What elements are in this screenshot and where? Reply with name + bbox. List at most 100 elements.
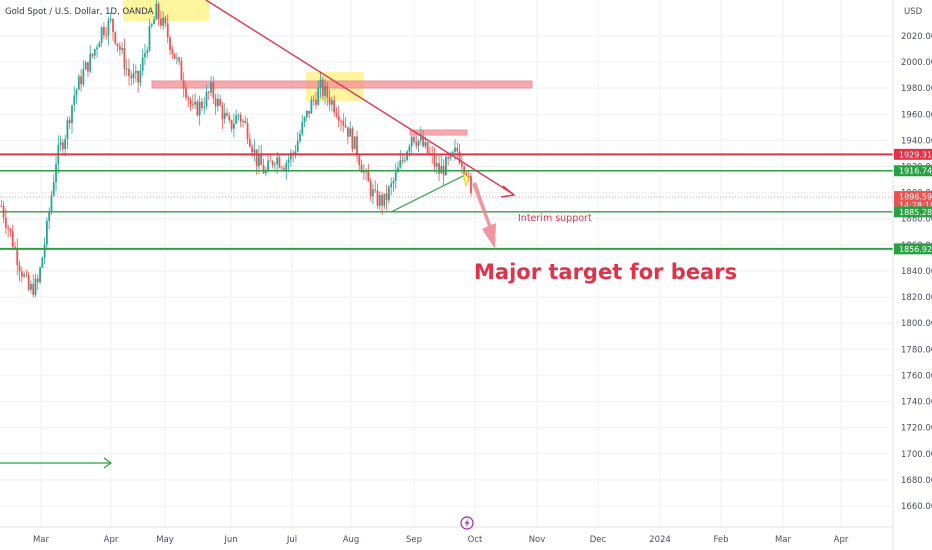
candle-body xyxy=(9,228,12,232)
candle-body xyxy=(331,100,333,105)
candle-body xyxy=(150,24,153,26)
candle-body xyxy=(27,275,30,290)
candle-body xyxy=(413,136,415,143)
candle-body xyxy=(447,156,450,159)
candle-body xyxy=(287,159,290,163)
x-tick-label: Apr xyxy=(104,535,119,545)
candle-body xyxy=(451,151,454,153)
candle-body xyxy=(419,136,422,141)
candle-body xyxy=(198,101,201,116)
candle-body xyxy=(435,163,438,167)
candle-body xyxy=(321,79,324,96)
y-tick-label: 1880.000 xyxy=(901,215,932,225)
candle-body xyxy=(55,164,57,183)
candle-body xyxy=(175,57,178,59)
candle-body xyxy=(91,53,94,56)
candle-body xyxy=(326,85,329,98)
candle-body xyxy=(255,149,258,167)
candle-body xyxy=(340,120,342,122)
candle-body xyxy=(196,101,199,116)
x-tick-label: Jun xyxy=(223,535,237,545)
candle-body xyxy=(180,61,183,81)
candle-body xyxy=(146,50,149,54)
candle-body xyxy=(319,79,322,89)
candle-body xyxy=(351,128,354,150)
candle-body xyxy=(226,112,228,116)
candle-body xyxy=(467,176,470,178)
candle-body xyxy=(34,278,37,295)
candle-body xyxy=(362,171,365,173)
y-tick-label: 1680.000 xyxy=(901,476,932,486)
candle-body xyxy=(232,123,235,129)
candle-body xyxy=(356,136,358,156)
candle-body xyxy=(178,57,181,62)
x-tick-label: Feb xyxy=(713,535,728,545)
lightning-event-icon[interactable] xyxy=(460,516,474,530)
candle-body xyxy=(237,114,240,116)
candle-body xyxy=(260,154,263,166)
candle-body xyxy=(296,141,299,152)
candle-body xyxy=(415,142,418,146)
candle-body xyxy=(289,152,292,160)
candle-body xyxy=(278,157,281,168)
last-price-tag xyxy=(894,191,932,211)
y-tick-label: 2000.000 xyxy=(901,58,932,68)
candle-body xyxy=(372,189,374,197)
candle-body xyxy=(333,100,336,113)
candle-body xyxy=(397,167,399,173)
candle-body xyxy=(139,70,142,83)
supply-zone-may xyxy=(123,0,209,21)
x-tick-label: Oct xyxy=(468,535,483,545)
candle-body xyxy=(308,110,310,114)
candle-body xyxy=(39,267,41,283)
candle-body xyxy=(317,88,320,105)
candle-body xyxy=(456,147,459,152)
green-arrowhead xyxy=(103,457,113,469)
price-level-value: 1929.317 xyxy=(899,150,932,159)
candle-body xyxy=(0,205,3,207)
candle-body xyxy=(100,27,103,43)
candle-body xyxy=(162,17,165,26)
candle-body xyxy=(367,171,370,182)
candle-body xyxy=(148,25,151,51)
candle-body xyxy=(98,42,101,48)
candle-body xyxy=(210,82,212,93)
candle-body xyxy=(315,99,317,105)
candle-body xyxy=(68,119,71,124)
candle-body xyxy=(84,62,87,70)
candle-body xyxy=(14,246,16,249)
candle-body xyxy=(376,190,379,206)
candle-body xyxy=(112,18,114,32)
price-level-tag xyxy=(894,148,932,160)
currency-label[interactable]: USD xyxy=(904,7,923,17)
x-tick-label: Dec xyxy=(590,535,607,545)
candle-body xyxy=(25,274,28,276)
candle-body xyxy=(299,133,301,142)
candle-body xyxy=(328,97,331,105)
y-tick-label: 1760.000 xyxy=(901,371,932,381)
ascending-support-trendline xyxy=(390,173,468,213)
price-axis-background[interactable] xyxy=(893,0,932,550)
time-axis[interactable]: Mar Apr May Jun Jul Aug Sep Oct Nov Dec 2024 Feb Mar… xyxy=(33,535,849,545)
candle-body xyxy=(32,283,35,295)
candle-body xyxy=(310,99,313,114)
candle-body xyxy=(201,101,203,108)
symbol-title: Gold Spot / U.S. Dollar, 1D, OANDA xyxy=(5,7,154,17)
y-tick-label: 1820.000 xyxy=(901,293,932,303)
candle-body xyxy=(360,164,363,173)
y-tick-label: 1960.000 xyxy=(901,110,932,120)
candle-body xyxy=(383,193,386,206)
candle-body xyxy=(128,68,130,76)
y-tick-label: 1720.000 xyxy=(901,424,932,434)
candle-body xyxy=(458,151,461,163)
candle-body xyxy=(378,195,381,206)
candle-body xyxy=(433,154,436,167)
y-tick-label: 1740.000 xyxy=(901,398,932,408)
candle-body xyxy=(342,120,345,126)
candle-body xyxy=(408,146,411,152)
candle-body xyxy=(160,18,162,26)
candle-body xyxy=(116,43,119,47)
candle-body xyxy=(164,17,167,24)
candle-body xyxy=(239,114,242,122)
